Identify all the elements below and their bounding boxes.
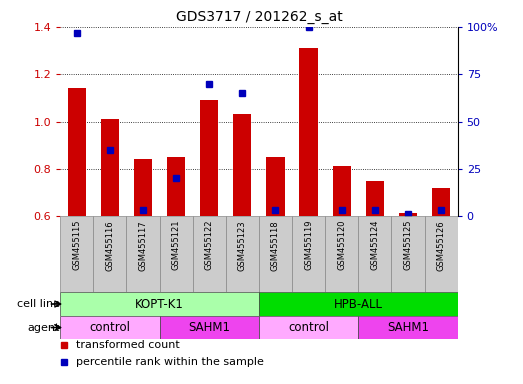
Bar — [425, 216, 458, 292]
Bar — [358, 316, 458, 339]
Text: GSM455120: GSM455120 — [337, 220, 346, 270]
Bar — [259, 216, 292, 292]
Bar — [200, 100, 218, 216]
Bar — [167, 157, 185, 216]
Text: agent: agent — [28, 323, 60, 333]
Bar — [366, 180, 384, 216]
Bar — [399, 213, 417, 216]
Text: GSM455126: GSM455126 — [437, 220, 446, 271]
Text: GSM455123: GSM455123 — [238, 220, 247, 271]
Text: cell line: cell line — [17, 299, 60, 309]
Text: KOPT-K1: KOPT-K1 — [135, 298, 184, 311]
Bar — [127, 216, 160, 292]
Title: GDS3717 / 201262_s_at: GDS3717 / 201262_s_at — [176, 10, 342, 25]
Text: GSM455125: GSM455125 — [403, 220, 413, 270]
Bar — [60, 216, 93, 292]
Text: HPB-ALL: HPB-ALL — [334, 298, 383, 311]
Text: control: control — [89, 321, 130, 334]
Bar — [67, 88, 86, 216]
Bar — [192, 216, 226, 292]
Text: GSM455121: GSM455121 — [172, 220, 180, 270]
Text: GSM455116: GSM455116 — [105, 220, 115, 271]
Bar — [93, 216, 127, 292]
Bar — [358, 216, 391, 292]
Bar — [160, 316, 259, 339]
Bar — [101, 119, 119, 216]
Text: SAHM1: SAHM1 — [387, 321, 429, 334]
Bar — [292, 216, 325, 292]
Bar — [391, 216, 425, 292]
Text: GSM455122: GSM455122 — [204, 220, 214, 270]
Bar — [226, 216, 259, 292]
Text: transformed count: transformed count — [76, 341, 180, 351]
Bar — [300, 48, 317, 216]
Bar — [333, 166, 351, 216]
Text: GSM455117: GSM455117 — [139, 220, 147, 271]
Bar — [259, 292, 458, 316]
Text: SAHM1: SAHM1 — [188, 321, 230, 334]
Bar — [325, 216, 358, 292]
Bar — [134, 159, 152, 216]
Text: control: control — [288, 321, 329, 334]
Bar — [233, 114, 252, 216]
Text: GSM455118: GSM455118 — [271, 220, 280, 271]
Bar — [432, 188, 450, 216]
Text: GSM455119: GSM455119 — [304, 220, 313, 270]
Bar — [60, 316, 160, 339]
Text: GSM455115: GSM455115 — [72, 220, 81, 270]
Bar — [266, 157, 285, 216]
Bar — [259, 316, 358, 339]
Bar — [160, 216, 192, 292]
Text: GSM455124: GSM455124 — [370, 220, 379, 270]
Text: percentile rank within the sample: percentile rank within the sample — [76, 357, 264, 367]
Bar — [60, 292, 259, 316]
